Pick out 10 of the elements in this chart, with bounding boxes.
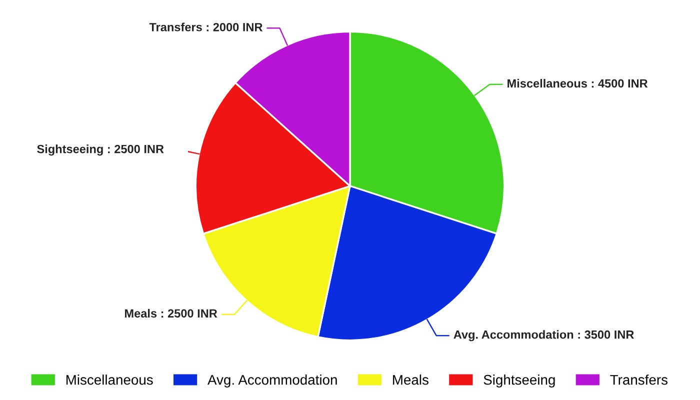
- legend-label: Miscellaneous: [66, 374, 153, 385]
- legend-label: Transfers: [610, 374, 668, 385]
- legend-label: Avg. Accommodation: [208, 374, 337, 388]
- legend-label: Meals: [393, 374, 428, 385]
- data-label: Miscellaneous : 4500 INR: [508, 78, 648, 88]
- legend-label: Sightseeing: [484, 374, 555, 388]
- data-label: Meals : 2500 INR: [125, 308, 218, 318]
- data-label: Sightseeing : 2500 INR: [37, 144, 164, 156]
- data-label: Transfers : 2000 INR: [149, 22, 263, 32]
- data-label: Avg. Accommodation : 3500 INR: [454, 330, 634, 342]
